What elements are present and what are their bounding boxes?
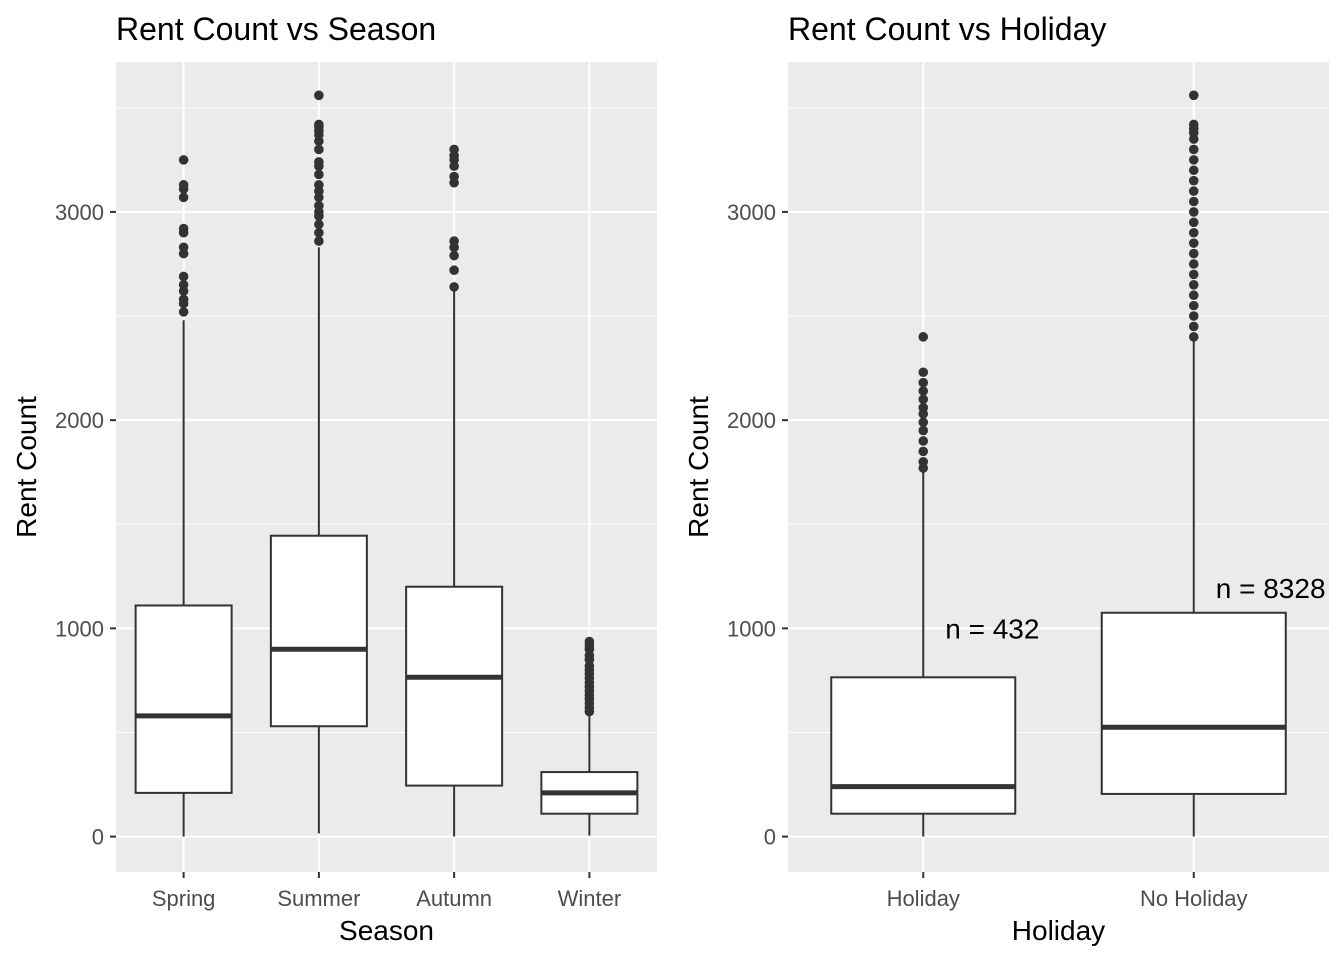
outlier-point [1188,217,1199,228]
outlier-point [918,456,929,467]
outlier-point [918,446,929,457]
outlier-point [584,636,595,647]
outlier-point [178,180,189,190]
y-tick-label: 2000 [727,408,776,433]
outlier-point [449,236,459,246]
outlier-point [1188,165,1199,176]
outlier-point [314,157,324,167]
chart-title: Rent Count vs Season [116,11,436,47]
x-tick-label: Autumn [416,886,492,911]
iqr-box [830,676,1017,815]
box-spring [134,155,233,837]
outlier-point [1188,290,1199,301]
x-axis-title: Season [339,915,434,946]
outlier-point [918,332,929,342]
outlier-point [314,200,324,211]
outlier-point [918,402,929,413]
outlier-point [1188,248,1199,259]
outlier-point [314,119,324,130]
x-tick-label: No Holiday [1140,886,1248,911]
outlier-point [178,294,189,305]
sample-size-label: n = 8328 [1216,573,1326,604]
box-no-holiday [1100,90,1287,837]
outlier-point [314,169,324,180]
x-tick-label: Spring [152,886,216,911]
outlier-point [314,227,324,238]
x-tick-label: Winter [558,886,622,911]
sample-size-label: n = 432 [945,613,1039,644]
y-tick-label: 1000 [727,616,776,641]
iqr-box [134,604,233,794]
x-tick-label: Summer [277,886,360,911]
outlier-point [918,425,929,436]
outlier-point [918,386,929,396]
outlier-point [1188,207,1199,217]
outlier-point [918,377,929,388]
outlier-point [1188,186,1199,196]
outlier-point [178,307,189,317]
outlier-point [449,250,459,261]
y-axis-title: Rent Count [683,396,714,538]
y-tick-label: 3000 [55,200,104,225]
outlier-point [1188,269,1199,280]
outlier-point [1188,321,1199,332]
outlier-point [918,367,929,378]
iqr-box [269,534,368,728]
outlier-point [1188,90,1199,101]
outlier-point [918,436,929,446]
outlier-point [918,417,929,428]
outlier-point [1188,259,1199,269]
outlier-point [449,171,459,182]
outlier-point [449,265,459,276]
y-tick-label: 0 [764,825,776,850]
outlier-point [314,90,324,101]
outlier-point [1188,144,1199,155]
outlier-point [178,192,189,203]
box-holiday [830,332,1017,837]
outlier-point [1188,196,1199,207]
outlier-point [178,242,189,253]
outlier-point [178,155,189,165]
outlier-point [1188,119,1199,130]
y-tick-label: 1000 [55,616,104,641]
y-tick-label: 2000 [55,408,104,433]
outlier-point [1188,155,1199,165]
box-winter [540,636,639,836]
x-tick-label: Holiday [887,886,960,911]
panel-2: 0 1000 2000 3000 Holiday No Holiday n = 432 n =… [683,11,1329,946]
outlier-point [918,394,929,405]
outlier-point [449,282,459,292]
outlier-point [449,144,459,155]
box-autumn [405,144,504,837]
box-summer [269,90,368,834]
y-tick-label: 0 [92,825,104,850]
outlier-point [1188,238,1199,248]
y-tick-label: 3000 [727,200,776,225]
outlier-point [178,271,189,282]
outlier-point [1188,175,1199,186]
outlier-point [1188,300,1199,311]
outlier-point [1188,311,1199,321]
outlier-point [314,144,324,155]
chart-title: Rent Count vs Holiday [788,11,1106,47]
outlier-point [178,280,189,290]
y-axis-title: Rent Count [11,396,42,538]
panel-1: 0 1000 2000 3000 Spring Summer Autumn Winter Ren… [11,11,657,946]
outlier-point [1188,227,1199,238]
outlier-point [178,223,189,234]
outlier-point [1188,280,1199,290]
outlier-point [314,180,324,190]
outlier-point [314,219,324,230]
x-axis-title: Holiday [1012,915,1105,946]
iqr-box [1100,611,1287,795]
outlier-point [1188,332,1199,342]
iqr-box [405,585,504,787]
outlier-point [314,236,324,246]
